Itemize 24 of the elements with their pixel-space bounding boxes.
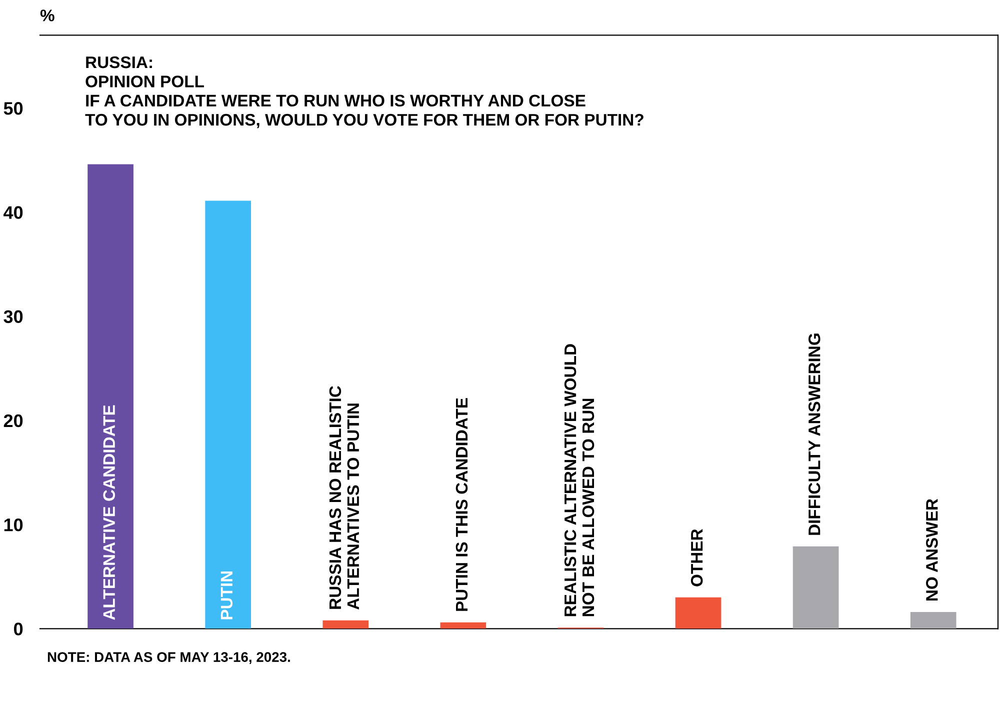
x-tick-label: DIFFICULTY ANSWERING bbox=[808, 334, 820, 535]
x-tick-label: RUSSIA HAS NO REALISTIC ALTERNATIVES TO PUTIN bbox=[329, 386, 360, 610]
text: RUSSIA: OPINION POLL IF A CANDIDATE WERE TO RUN WHO IS WORTHY AND CLOSE TO YOU IN OPINIONS, WOULD YOU VOTE FOR THEM OR FOR PUTIN? bbox=[85, 56, 644, 128]
bar bbox=[675, 597, 722, 629]
bar bbox=[792, 546, 839, 629]
y-tick-label: 40 bbox=[4, 206, 23, 219]
x-tick-label: OTHER bbox=[690, 529, 703, 586]
y-axis-title: % bbox=[40, 10, 54, 22]
y-tick-label: 0 bbox=[14, 622, 23, 636]
bar bbox=[205, 200, 251, 629]
y-tick-label: 30 bbox=[4, 310, 23, 324]
bar bbox=[322, 620, 369, 629]
bar bbox=[88, 164, 134, 629]
x-tick-label: REALISTIC ALTERNATIVE WOULD NOT BE ALLOWED TO RUN bbox=[564, 344, 594, 616]
x-tick-label: ALTERNATIVE CANDIDATE bbox=[103, 405, 115, 620]
text: NOTE: DATA AS OF MAY 13-16, 2023. bbox=[48, 652, 290, 664]
x-tick-label: PUTIN IS THIS CANDIDATE bbox=[456, 398, 468, 611]
y-tick-label: 10 bbox=[4, 518, 23, 532]
y-tick-label: 20 bbox=[4, 414, 23, 428]
bar bbox=[440, 622, 486, 629]
bar bbox=[910, 612, 956, 629]
x-tick-label: PUTIN bbox=[220, 571, 233, 620]
x-tick-label: NO ANSWER bbox=[926, 498, 938, 600]
y-tick-label: 50 bbox=[4, 102, 23, 115]
